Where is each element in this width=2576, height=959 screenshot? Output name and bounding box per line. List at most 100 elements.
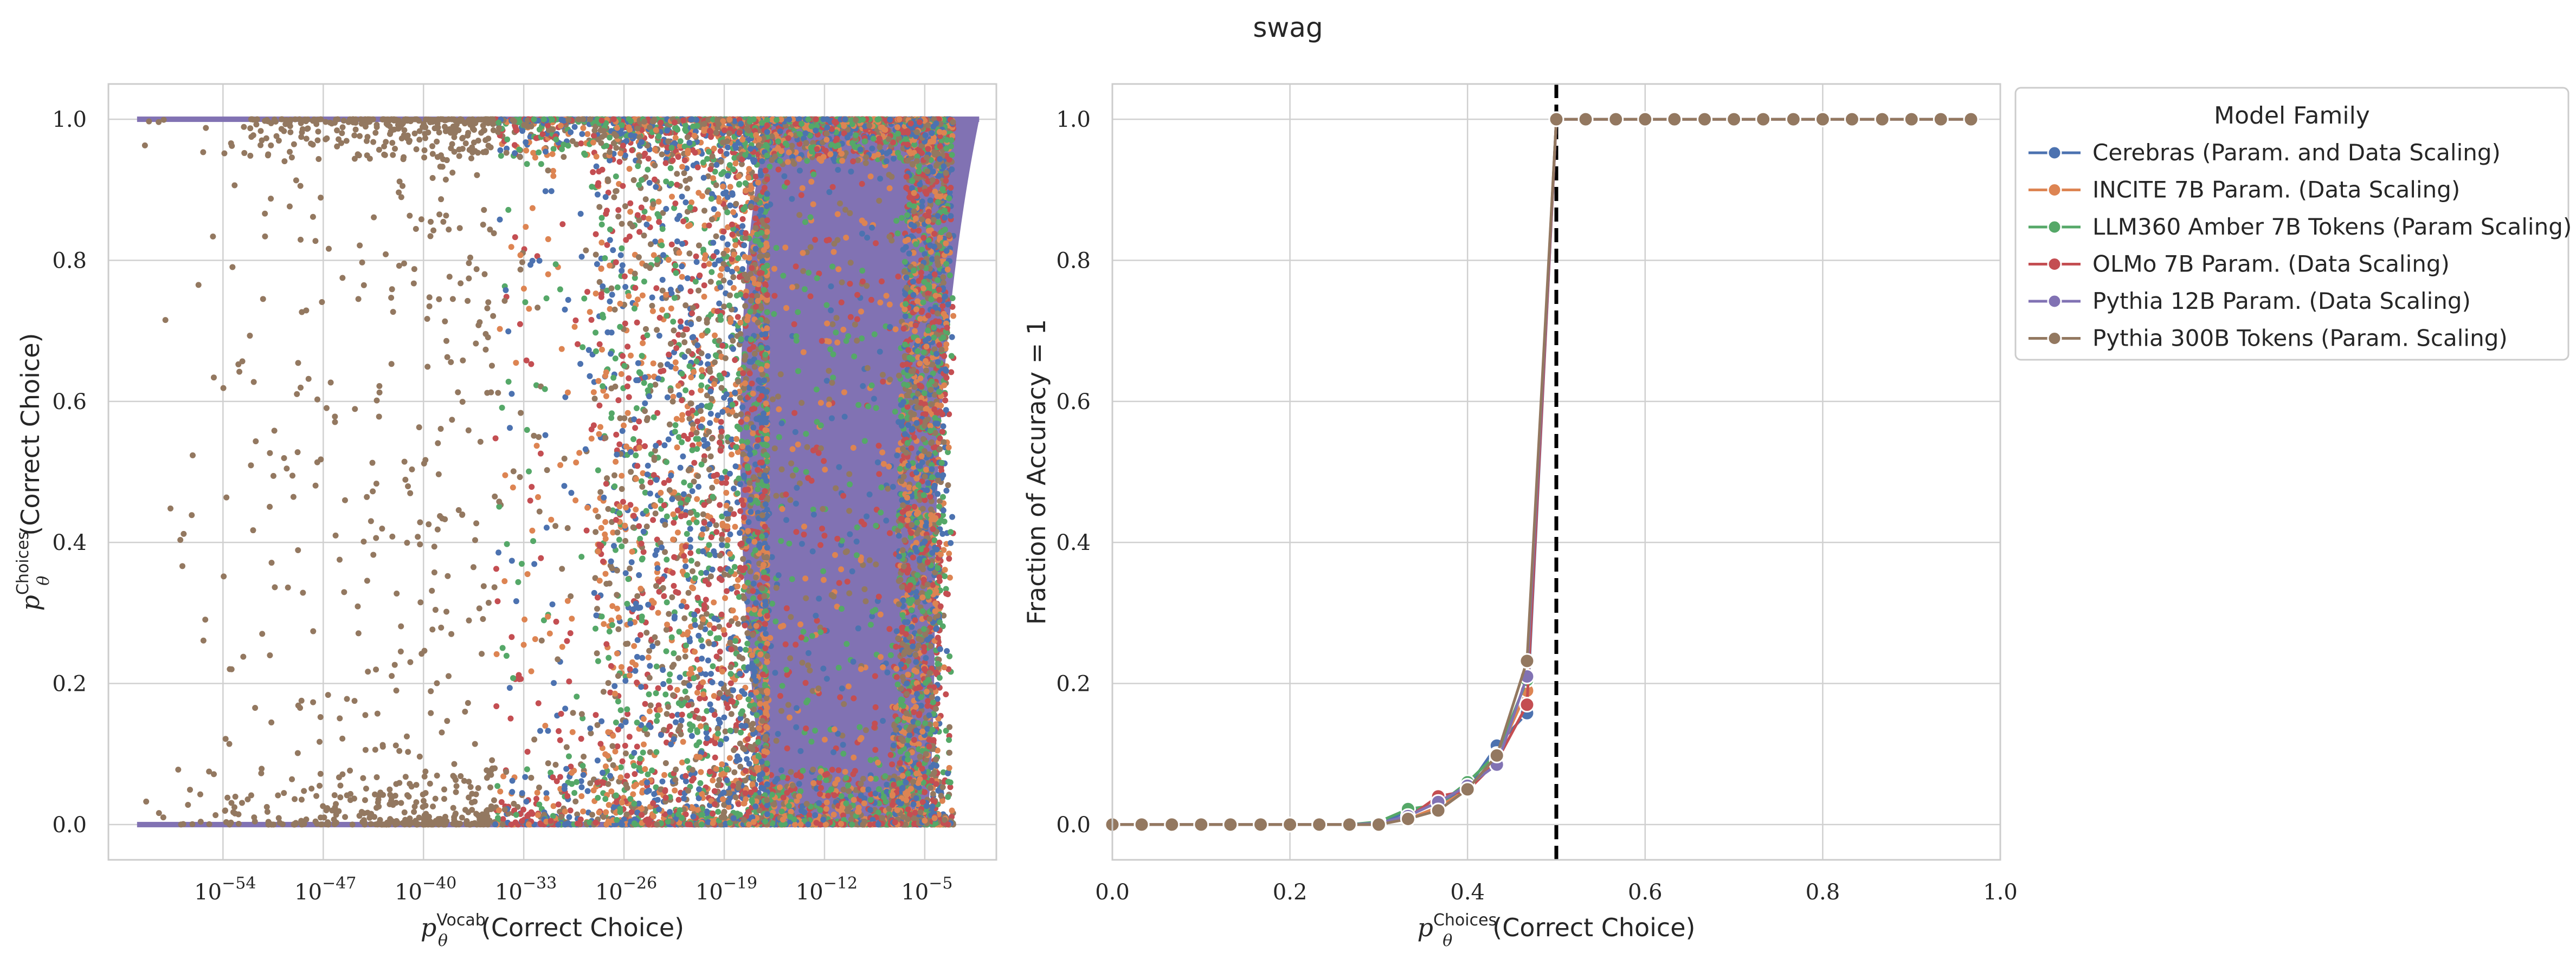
scatter-point bbox=[510, 675, 517, 681]
scatter-point bbox=[642, 684, 649, 690]
scatter-point bbox=[321, 814, 327, 821]
scatter-point bbox=[664, 127, 671, 134]
scatter-point bbox=[235, 811, 242, 818]
scatter-point bbox=[804, 697, 811, 704]
scatter-point bbox=[312, 482, 319, 489]
scatter-point bbox=[694, 807, 701, 813]
scatter-point bbox=[660, 252, 666, 258]
scatter-point bbox=[526, 468, 532, 475]
scatter-point bbox=[636, 438, 642, 445]
scatter-point bbox=[235, 821, 242, 827]
scatter-point bbox=[875, 800, 882, 807]
scatter-point bbox=[373, 397, 380, 404]
scatter-point bbox=[432, 795, 439, 802]
scatter-point bbox=[710, 777, 716, 783]
scatter-point bbox=[421, 147, 428, 153]
scatter-point bbox=[497, 326, 503, 332]
scatter-point bbox=[444, 354, 450, 360]
scatter-point bbox=[847, 481, 853, 488]
scatter-point bbox=[393, 781, 400, 787]
scatter-point bbox=[886, 234, 893, 240]
scatter-point bbox=[268, 142, 274, 148]
scatter-point bbox=[840, 786, 847, 793]
scatter-point bbox=[437, 426, 444, 432]
scatter-point bbox=[160, 116, 167, 123]
scatter-point bbox=[858, 666, 864, 672]
scatter-point bbox=[466, 275, 472, 282]
scatter-point bbox=[555, 801, 562, 808]
scatter-point bbox=[672, 134, 679, 141]
scatter-point bbox=[820, 576, 827, 583]
scatter-point bbox=[612, 355, 619, 362]
scatter-point bbox=[866, 821, 873, 828]
scatter-point bbox=[458, 773, 464, 779]
scatter-point bbox=[837, 200, 843, 207]
scatter-point bbox=[422, 135, 429, 141]
scatter-point bbox=[713, 522, 719, 528]
scatter-point bbox=[455, 389, 461, 396]
scatter-point bbox=[822, 466, 828, 473]
scatter-point bbox=[518, 410, 524, 416]
scatter-point bbox=[467, 783, 474, 790]
scatter-point bbox=[379, 742, 386, 748]
scatter-point bbox=[823, 378, 830, 384]
scatter-point bbox=[390, 152, 396, 158]
scatter-point bbox=[646, 675, 653, 681]
scatter-point bbox=[880, 664, 886, 671]
scatter-point bbox=[829, 263, 836, 270]
scatter-point bbox=[830, 812, 837, 818]
scatter-point bbox=[596, 809, 602, 816]
scatter-point bbox=[806, 269, 812, 276]
scatter-point bbox=[391, 662, 398, 668]
scatter-point bbox=[545, 613, 551, 620]
scatter-point bbox=[299, 129, 305, 135]
scatter-point bbox=[373, 535, 379, 541]
scatter-point bbox=[833, 315, 840, 321]
scatter-point bbox=[446, 226, 452, 233]
scatter-point bbox=[511, 118, 517, 125]
scatter-point bbox=[867, 757, 874, 763]
scatter-point bbox=[873, 240, 879, 247]
scatter-point bbox=[509, 789, 516, 795]
scatter-point bbox=[364, 578, 370, 584]
scatter-point bbox=[878, 278, 885, 284]
scatter-point bbox=[504, 541, 510, 547]
scatter-point bbox=[552, 762, 559, 768]
scatter-point bbox=[271, 427, 278, 434]
scatter-point bbox=[841, 701, 847, 707]
scatter-point bbox=[401, 127, 408, 133]
scatter-point bbox=[827, 346, 834, 353]
scatter-point bbox=[528, 774, 534, 781]
scatter-point bbox=[600, 814, 607, 820]
scatter-point bbox=[942, 573, 948, 580]
scatter-point bbox=[718, 385, 725, 391]
scatter-point bbox=[946, 574, 953, 581]
scatter-point bbox=[352, 406, 358, 412]
scatter-point bbox=[767, 635, 774, 642]
scatter-point bbox=[481, 271, 488, 277]
scatter-point bbox=[517, 154, 523, 160]
scatter-point bbox=[416, 137, 423, 143]
scatter-point bbox=[426, 521, 432, 528]
scatter-point bbox=[422, 768, 429, 775]
scatter-point bbox=[429, 626, 436, 633]
scatter-point bbox=[896, 116, 903, 122]
scatter-point bbox=[323, 405, 330, 411]
scatter-point bbox=[376, 146, 382, 153]
scatter-point bbox=[590, 132, 597, 139]
scatter-point bbox=[334, 143, 340, 150]
scatter-point bbox=[405, 749, 411, 755]
scatter-point bbox=[606, 655, 612, 661]
scatter-point bbox=[530, 538, 537, 545]
scatter-point bbox=[336, 774, 342, 781]
scatter-point bbox=[508, 391, 515, 397]
scatter-point bbox=[477, 438, 484, 445]
figure-title: swag bbox=[1253, 12, 1323, 43]
scatter-point bbox=[771, 153, 778, 160]
scatter-point bbox=[813, 127, 819, 134]
scatter-point bbox=[784, 179, 790, 186]
scatter-point bbox=[631, 643, 637, 649]
scatter-point bbox=[212, 812, 219, 819]
scatter-point bbox=[565, 297, 571, 303]
scatter-point bbox=[875, 809, 881, 815]
